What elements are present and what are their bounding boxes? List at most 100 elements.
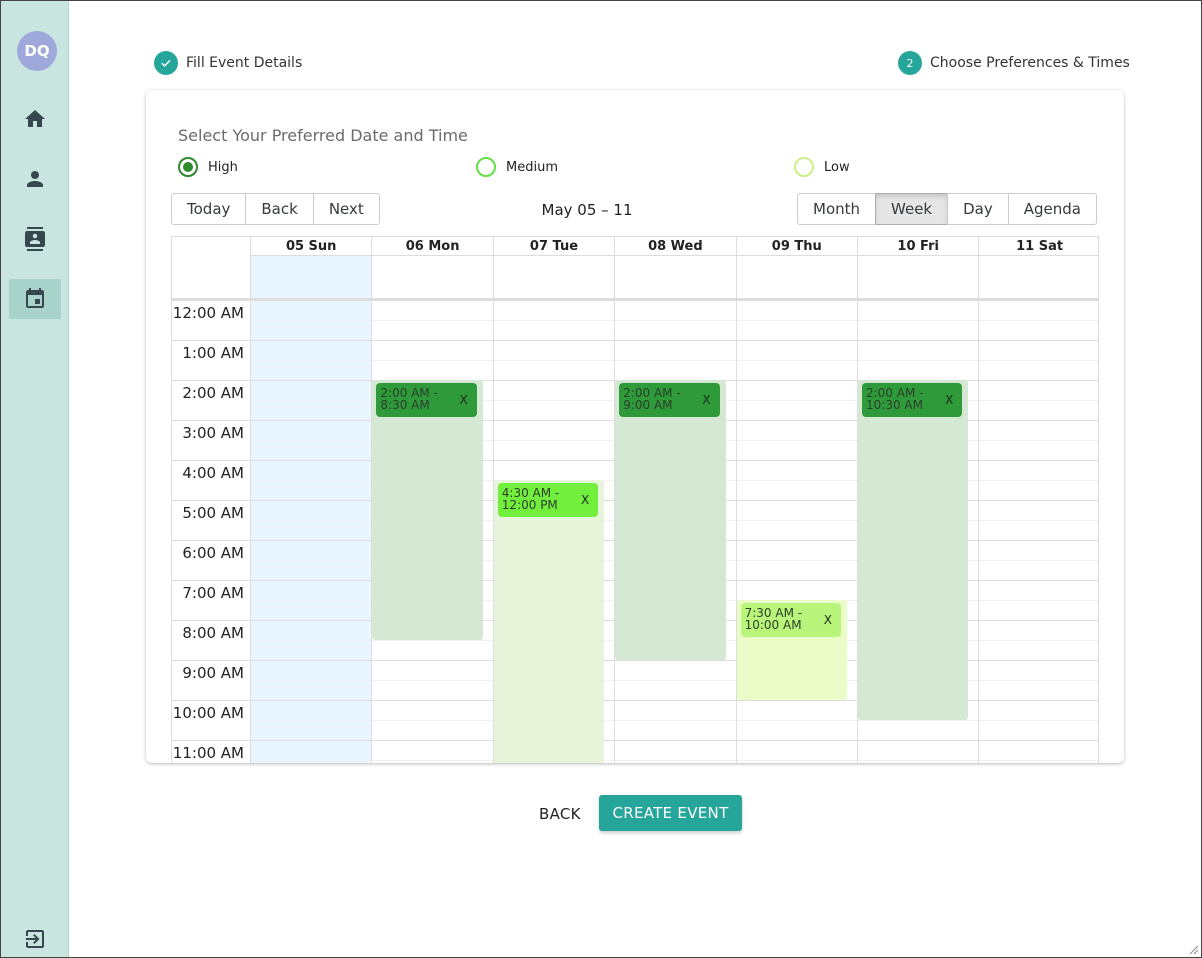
today-button[interactable]: Today: [171, 193, 247, 225]
day-column-line: [250, 300, 251, 763]
event-time-start: 2:00 AM -: [866, 386, 924, 400]
calendar-event[interactable]: 2:00 AM -10:30 AM X: [862, 383, 963, 417]
step-label: Fill Event Details: [186, 55, 303, 71]
day-header[interactable]: 07 Tue: [492, 237, 615, 298]
calendar-event[interactable]: 2:00 AM -8:30 AM X: [376, 383, 477, 417]
next-button[interactable]: Next: [312, 193, 380, 225]
step-fill-details: Fill Event Details: [154, 51, 302, 75]
time-label: 2:00 AM: [182, 384, 244, 402]
calendar-event[interactable]: 4:30 AM -12:00 PM X: [497, 483, 599, 517]
time-label: 1:00 AM: [182, 344, 244, 362]
day-header[interactable]: 05 Sun: [250, 237, 372, 298]
day-view-button[interactable]: Day: [947, 193, 1009, 225]
event-time-start: 2:00 AM -: [380, 386, 438, 400]
back-nav-button[interactable]: Back: [245, 193, 314, 225]
day-column-line: [857, 300, 858, 763]
time-label: 6:00 AM: [182, 544, 244, 562]
day-header-label: 07 Tue: [493, 237, 615, 256]
event-time-start: 4:30 AM -: [501, 486, 560, 500]
priority-radio-2[interactable]: Low: [794, 157, 850, 177]
half-hour-line: [250, 760, 1098, 761]
day-header[interactable]: 09 Thu: [735, 237, 857, 298]
calendar-event[interactable]: 2:00 AM -9:00 AM X: [619, 383, 720, 417]
avatar[interactable]: DQ: [17, 31, 57, 71]
day-header[interactable]: 06 Mon: [371, 237, 493, 298]
day-column-line: [614, 300, 616, 763]
radio-label: Low: [824, 159, 850, 175]
event-time-end: 8:30 AM: [380, 398, 430, 412]
day-column-line: [371, 300, 373, 763]
half-hour-line: [250, 720, 1098, 721]
day-header-label: 11 Sat: [979, 237, 1098, 256]
person-icon: [27, 171, 43, 187]
calendar-event[interactable]: 7:30 AM -10:00 AM X: [740, 603, 841, 637]
hour-line: [172, 340, 1098, 341]
day-header-label: 09 Thu: [736, 237, 857, 256]
logout-icon: [26, 930, 44, 948]
day-header-label: 08 Wed: [615, 237, 736, 256]
calendar-body[interactable]: 12:00 AM 1:00 AM 2:00 AM 3:00 AM 4:00 AM 5:00…: [172, 300, 1098, 763]
day-header[interactable]: 11 Sat: [978, 237, 1098, 298]
availability-block[interactable]: [493, 480, 605, 763]
contacts-icon: [25, 227, 45, 251]
availability-block[interactable]: [858, 380, 969, 720]
hour-line: [172, 740, 1098, 741]
availability-block[interactable]: [615, 380, 726, 660]
priority-radio-0[interactable]: High: [178, 157, 238, 177]
time-label: 8:00 AM: [182, 624, 244, 642]
remove-event-button[interactable]: X: [459, 393, 468, 407]
time-label: 12:00 AM: [172, 304, 244, 322]
resize-handle-icon[interactable]: [1187, 943, 1199, 955]
event-time-end: 9:00 AM: [623, 398, 673, 412]
sidebar-item-home[interactable]: [9, 99, 61, 139]
time-label: 5:00 AM: [182, 504, 244, 522]
calendar-header: 05 Sun 06 Mon 07 Tue 08 Wed 09 Thu 10 Fri 11 S…: [172, 237, 1098, 300]
step-label: Choose Preferences & Times: [930, 55, 1130, 71]
week-view-button[interactable]: Week: [875, 193, 949, 225]
remove-event-button[interactable]: X: [823, 613, 832, 627]
preferences-card: Select Your Preferred Date and Time High…: [146, 90, 1124, 763]
week-calendar: 05 Sun 06 Mon 07 Tue 08 Wed 09 Thu 10 Fri 11 S…: [171, 236, 1099, 763]
time-label: 11:00 AM: [172, 744, 244, 762]
sidebar-item-calendar[interactable]: [9, 279, 61, 319]
radio-dot: [183, 162, 193, 172]
remove-event-button[interactable]: X: [945, 393, 954, 407]
availability-block[interactable]: [372, 380, 483, 640]
nav-button-group: Today Back Next: [171, 193, 380, 225]
sidebar-item-contacts[interactable]: [9, 219, 61, 259]
remove-event-button[interactable]: X: [702, 393, 711, 407]
time-label: 9:00 AM: [182, 664, 244, 682]
create-event-button[interactable]: CREATE EVENT: [599, 795, 742, 831]
priority-radio-1[interactable]: Medium: [476, 157, 558, 177]
agenda-view-button[interactable]: Agenda: [1007, 193, 1097, 225]
event-time-end: 10:00 AM: [744, 618, 802, 632]
back-button[interactable]: BACK: [529, 797, 591, 831]
sidebar: DQ: [1, 1, 69, 957]
day-header[interactable]: 10 Fri: [857, 237, 979, 298]
date-range-label: May 05 – 11: [541, 201, 633, 219]
day-column-line: [978, 300, 980, 763]
logout-button[interactable]: [23, 927, 49, 953]
today-column: [250, 300, 372, 763]
radio-ring[interactable]: [178, 157, 198, 177]
half-hour-line: [250, 680, 1098, 681]
calendar-icon: [26, 288, 44, 308]
month-view-button[interactable]: Month: [797, 193, 877, 225]
sidebar-item-profile[interactable]: [9, 159, 61, 199]
radio-label: Medium: [506, 159, 558, 175]
remove-event-button[interactable]: X: [580, 493, 590, 507]
day-header-label: 05 Sun: [251, 237, 372, 256]
radio-ring[interactable]: [476, 157, 496, 177]
half-hour-line: [250, 320, 1098, 321]
day-column-line: [735, 300, 737, 763]
day-header[interactable]: 08 Wed: [614, 237, 736, 298]
step-number: 2: [898, 51, 922, 75]
hour-line: [172, 660, 1098, 661]
radio-ring[interactable]: [794, 157, 814, 177]
time-label: 7:00 AM: [182, 584, 244, 602]
check-icon: [154, 51, 178, 75]
time-label: 10:00 AM: [172, 704, 244, 722]
event-time-start: 7:30 AM -: [744, 606, 803, 620]
half-hour-line: [250, 360, 1098, 361]
